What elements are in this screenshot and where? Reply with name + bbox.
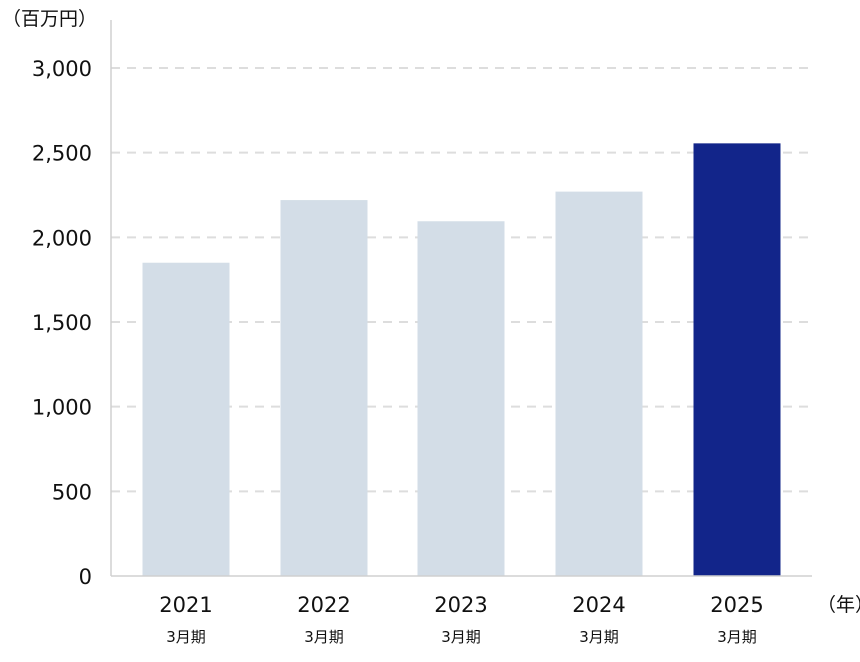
- y-tick-label: 0: [79, 565, 92, 589]
- bar-2024: [555, 191, 643, 576]
- y-axis-unit-label: （百万円）: [2, 8, 98, 30]
- x-tick-label: 2025: [710, 593, 763, 617]
- bar-2025: [693, 143, 781, 576]
- bar-2021: [142, 262, 230, 576]
- x-tick-label: 2023: [434, 593, 487, 617]
- x-axis-unit-label: （年）: [817, 594, 860, 616]
- x-tick-label: 2022: [297, 593, 350, 617]
- x-tick-sublabel: 3月期: [304, 628, 344, 646]
- x-tick-sublabel: 3月期: [579, 628, 619, 646]
- x-tick-label: 2021: [159, 593, 212, 617]
- y-tick-label: 1,500: [32, 311, 92, 335]
- y-tick-label: 2,500: [32, 142, 92, 166]
- y-tick-label: 3,000: [32, 57, 92, 81]
- y-tick-label: 1,000: [32, 396, 92, 420]
- x-tick-sublabel: 3月期: [717, 628, 757, 646]
- x-tick-sublabel: 3月期: [441, 628, 481, 646]
- y-tick-label: 2,000: [32, 226, 92, 250]
- y-tick-label: 500: [52, 480, 92, 504]
- x-tick-label: 2024: [572, 593, 625, 617]
- bar-2022: [280, 200, 368, 576]
- x-tick-sublabel: 3月期: [166, 628, 206, 646]
- bar-2023: [417, 221, 505, 576]
